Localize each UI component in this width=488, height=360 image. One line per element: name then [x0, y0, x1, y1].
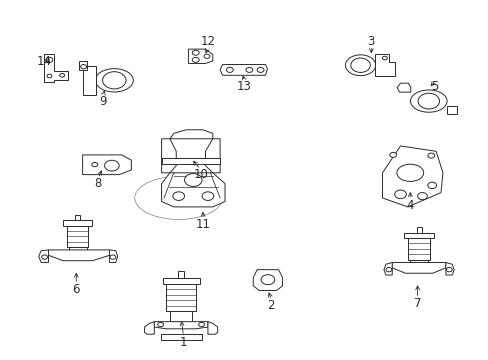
Polygon shape [169, 130, 212, 139]
Text: 7: 7 [413, 297, 421, 310]
Polygon shape [154, 321, 207, 329]
Bar [63, 220, 92, 226]
Bar [162, 278, 199, 284]
Circle shape [245, 67, 252, 72]
Polygon shape [205, 139, 220, 173]
Text: 10: 10 [193, 168, 207, 181]
Circle shape [446, 267, 451, 272]
Bar [166, 284, 195, 311]
Circle shape [184, 174, 202, 186]
Circle shape [192, 50, 199, 55]
Bar [79, 61, 87, 70]
Polygon shape [446, 107, 456, 114]
Polygon shape [48, 250, 109, 261]
Polygon shape [188, 49, 212, 63]
Bar [170, 311, 191, 321]
Circle shape [47, 74, 52, 78]
Text: 3: 3 [367, 35, 374, 49]
Polygon shape [161, 158, 220, 164]
Bar [407, 238, 429, 260]
Polygon shape [445, 262, 453, 275]
Polygon shape [382, 146, 442, 207]
Bar [416, 227, 421, 233]
Polygon shape [144, 321, 154, 334]
Ellipse shape [396, 164, 423, 181]
Text: 8: 8 [94, 177, 102, 190]
Circle shape [226, 67, 233, 72]
Circle shape [60, 73, 64, 77]
Circle shape [350, 58, 369, 72]
Circle shape [389, 152, 396, 157]
Polygon shape [396, 83, 410, 92]
Circle shape [394, 190, 406, 199]
Polygon shape [161, 139, 176, 173]
Circle shape [385, 267, 391, 272]
Polygon shape [383, 262, 391, 275]
Circle shape [102, 72, 126, 89]
Polygon shape [220, 64, 267, 75]
Circle shape [198, 322, 204, 327]
Circle shape [81, 64, 86, 69]
Polygon shape [253, 270, 282, 291]
Polygon shape [391, 262, 445, 273]
Polygon shape [374, 54, 394, 76]
Circle shape [192, 57, 199, 62]
Circle shape [203, 54, 209, 58]
Text: 2: 2 [267, 299, 275, 312]
Bar [67, 226, 88, 247]
Polygon shape [161, 173, 224, 207]
Circle shape [41, 255, 47, 259]
Circle shape [417, 193, 427, 200]
Polygon shape [39, 250, 48, 262]
Ellipse shape [345, 55, 375, 76]
Circle shape [158, 322, 163, 327]
Text: 9: 9 [99, 95, 106, 108]
Circle shape [172, 192, 184, 201]
Bar [404, 233, 433, 238]
Circle shape [427, 182, 436, 189]
Polygon shape [82, 66, 96, 95]
Circle shape [417, 93, 439, 109]
Text: 13: 13 [237, 80, 251, 93]
Text: 11: 11 [195, 218, 210, 231]
Text: 1: 1 [180, 336, 187, 348]
Circle shape [202, 192, 213, 201]
Polygon shape [82, 155, 131, 175]
Text: 12: 12 [200, 35, 215, 49]
Polygon shape [207, 321, 217, 334]
Ellipse shape [410, 90, 446, 112]
Text: 5: 5 [430, 80, 437, 93]
Circle shape [104, 160, 119, 171]
Bar [409, 260, 427, 268]
Text: 14: 14 [37, 55, 52, 68]
Circle shape [382, 56, 386, 60]
Polygon shape [43, 54, 68, 82]
Circle shape [46, 57, 53, 62]
Bar [69, 247, 86, 255]
Circle shape [92, 162, 98, 167]
Text: 4: 4 [406, 199, 413, 212]
Circle shape [261, 275, 274, 285]
Bar [75, 215, 80, 220]
Circle shape [427, 153, 434, 158]
Bar [160, 334, 201, 339]
Polygon shape [109, 250, 118, 262]
Bar [178, 271, 183, 278]
Circle shape [257, 67, 264, 72]
Text: 6: 6 [72, 283, 80, 296]
Circle shape [110, 255, 116, 259]
Ellipse shape [95, 69, 133, 92]
